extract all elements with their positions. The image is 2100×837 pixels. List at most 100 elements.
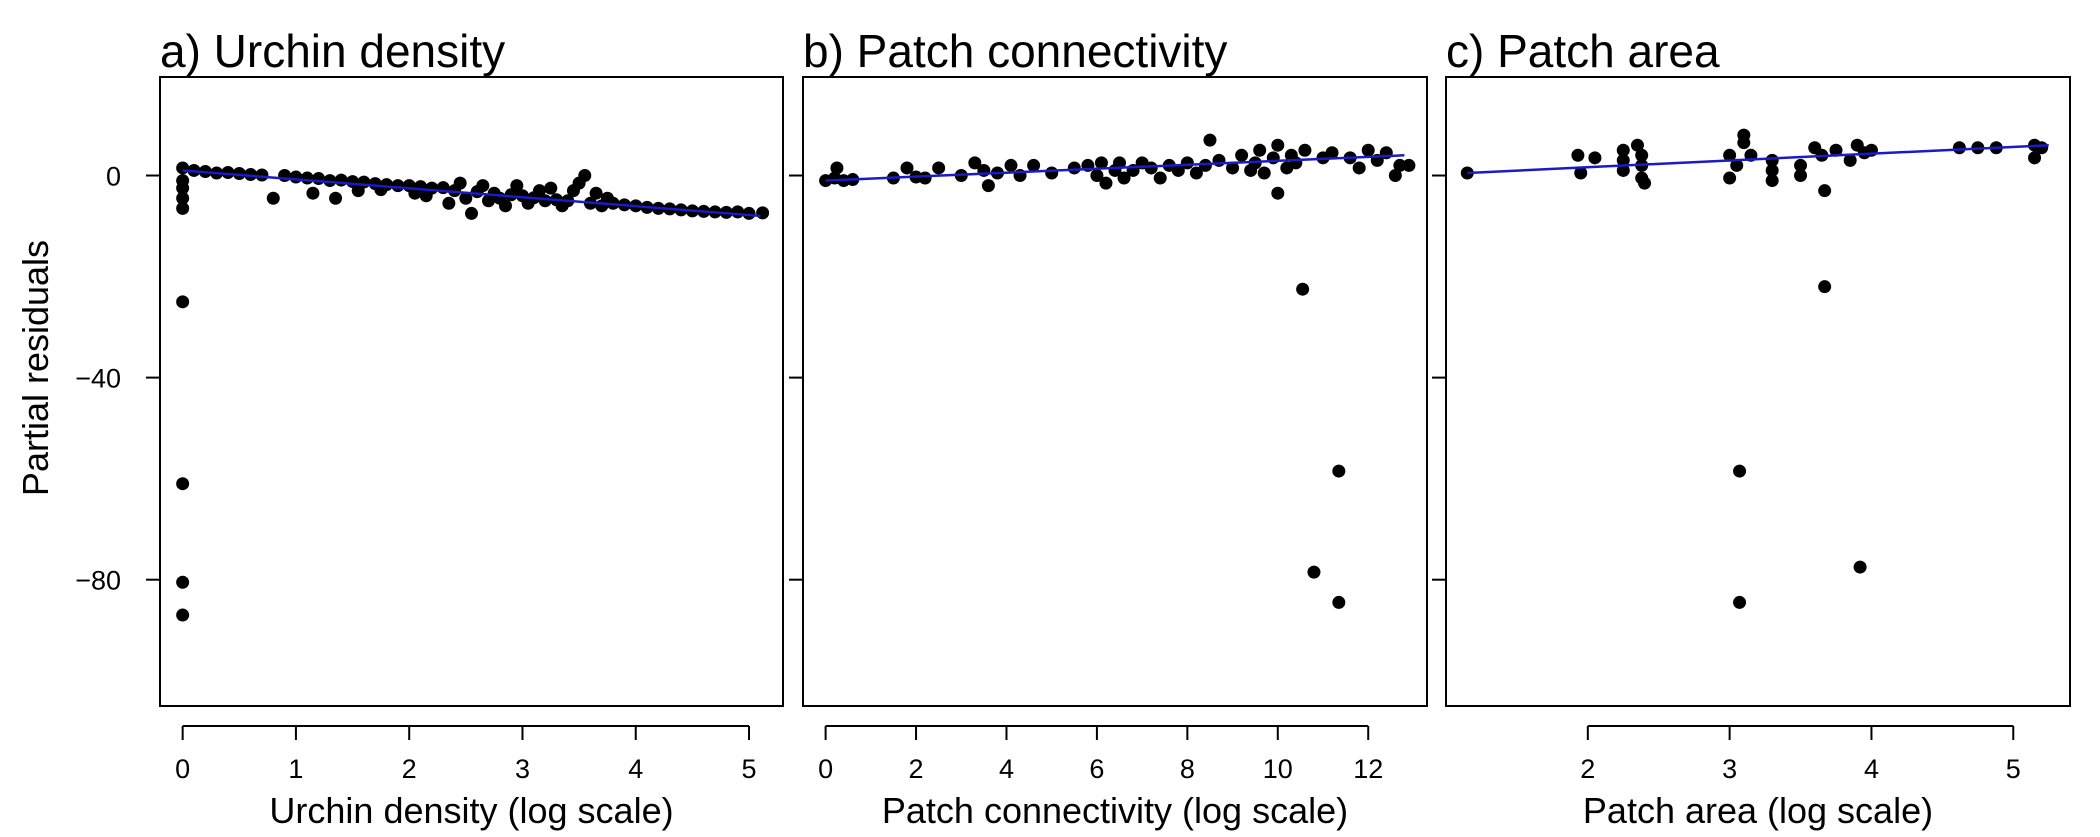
- data-point: [306, 186, 320, 200]
- data-point: [1067, 161, 1081, 175]
- data-point: [1113, 156, 1127, 170]
- data-point: [510, 179, 524, 193]
- data-point: [532, 184, 546, 198]
- data-point: [300, 171, 314, 185]
- data-point: [1332, 595, 1346, 609]
- data-point: [244, 168, 258, 182]
- data-point: [2035, 141, 2049, 155]
- data-point: [176, 181, 190, 195]
- y-tick-label: 0: [106, 162, 121, 192]
- data-point: [1765, 163, 1779, 177]
- data-point: [538, 194, 552, 208]
- data-point: [425, 181, 439, 195]
- data-point: [1818, 184, 1832, 198]
- data-point: [1171, 163, 1185, 177]
- data-point: [1226, 161, 1240, 175]
- data-point: [465, 206, 478, 220]
- data-point: [1829, 143, 1843, 157]
- x-tick-label: 4: [1864, 754, 1879, 784]
- fit-line-1: [182, 169, 761, 218]
- data-point: [1325, 146, 1339, 160]
- data-point: [1203, 133, 1217, 147]
- data-point: [1296, 282, 1310, 296]
- data-point: [1045, 166, 1059, 180]
- data-point: [453, 176, 467, 190]
- data-point: [1393, 158, 1407, 172]
- data-point: [176, 201, 190, 215]
- data-point: [1616, 163, 1630, 177]
- plot-frame-3: [1445, 76, 2071, 707]
- data-point: [289, 170, 303, 184]
- x-tick-label: 3: [1722, 754, 1737, 784]
- panel-title-1: a) Urchin density: [160, 25, 505, 77]
- data-point: [830, 161, 844, 175]
- data-point: [981, 179, 995, 193]
- data-point: [1004, 158, 1018, 172]
- data-point: [1198, 158, 1212, 172]
- data-point: [1257, 166, 1271, 180]
- data-point: [476, 179, 490, 193]
- x-tick-label: 2: [909, 754, 924, 784]
- x-tick-label: 10: [1263, 754, 1293, 784]
- data-point: [334, 173, 348, 187]
- data-point: [255, 168, 269, 182]
- data-point: [1027, 158, 1041, 172]
- data-point: [1843, 153, 1857, 167]
- data-point: [1571, 148, 1585, 162]
- data-point: [176, 295, 190, 309]
- data-point: [176, 608, 190, 622]
- data-point: [1189, 166, 1203, 180]
- panel-title-3: c) Patch area: [1446, 25, 1720, 77]
- y-tick-label: −80: [75, 566, 121, 596]
- data-point: [1212, 153, 1226, 167]
- x-tick-label: 4: [628, 754, 643, 784]
- data-point: [329, 191, 343, 205]
- data-point: [589, 186, 603, 200]
- data-point: [312, 172, 326, 186]
- data-point: [2028, 151, 2042, 165]
- fit-line-2: [825, 154, 1405, 182]
- data-point: [1307, 565, 1321, 579]
- data-point: [1952, 141, 1966, 155]
- data-point: [1117, 171, 1131, 185]
- data-point: [1253, 143, 1267, 157]
- data-point: [498, 199, 512, 213]
- data-point: [1635, 148, 1649, 162]
- data-point: [578, 169, 592, 183]
- data-point: [1853, 560, 1867, 574]
- data-point: [1094, 156, 1108, 170]
- data-point: [731, 205, 745, 219]
- data-point: [1289, 156, 1303, 170]
- data-point: [1737, 128, 1751, 142]
- plot-frame-2: [802, 76, 1428, 707]
- data-point: [1388, 169, 1402, 183]
- fit-line-3: [1467, 143, 2049, 175]
- data-point: [742, 206, 756, 220]
- x-axis-label-3: Patch area (log scale): [1583, 790, 1933, 831]
- data-point: [1402, 158, 1416, 172]
- x-tick-label: 0: [818, 754, 833, 784]
- data-point: [1588, 151, 1602, 165]
- data-point: [1765, 174, 1779, 188]
- data-point: [1144, 161, 1158, 175]
- data-point: [1818, 280, 1832, 294]
- data-point: [1298, 143, 1312, 157]
- x-tick-label: 12: [1353, 754, 1383, 784]
- data-point: [266, 191, 280, 205]
- data-point: [968, 156, 982, 170]
- data-point: [1235, 148, 1249, 162]
- data-point: [1638, 176, 1652, 190]
- data-point: [756, 206, 770, 220]
- data-point: [1733, 595, 1747, 609]
- data-point: [232, 166, 246, 180]
- data-point: [1352, 161, 1366, 175]
- y-tick-label: −40: [75, 364, 121, 394]
- x-tick-label: 6: [1089, 754, 1104, 784]
- data-point: [1794, 158, 1808, 172]
- y-axis-label: Partial residuals: [15, 240, 56, 496]
- data-point: [1794, 169, 1808, 183]
- data-point: [1180, 156, 1194, 170]
- x-tick-label: 5: [2006, 754, 2021, 784]
- data-point: [1616, 143, 1630, 157]
